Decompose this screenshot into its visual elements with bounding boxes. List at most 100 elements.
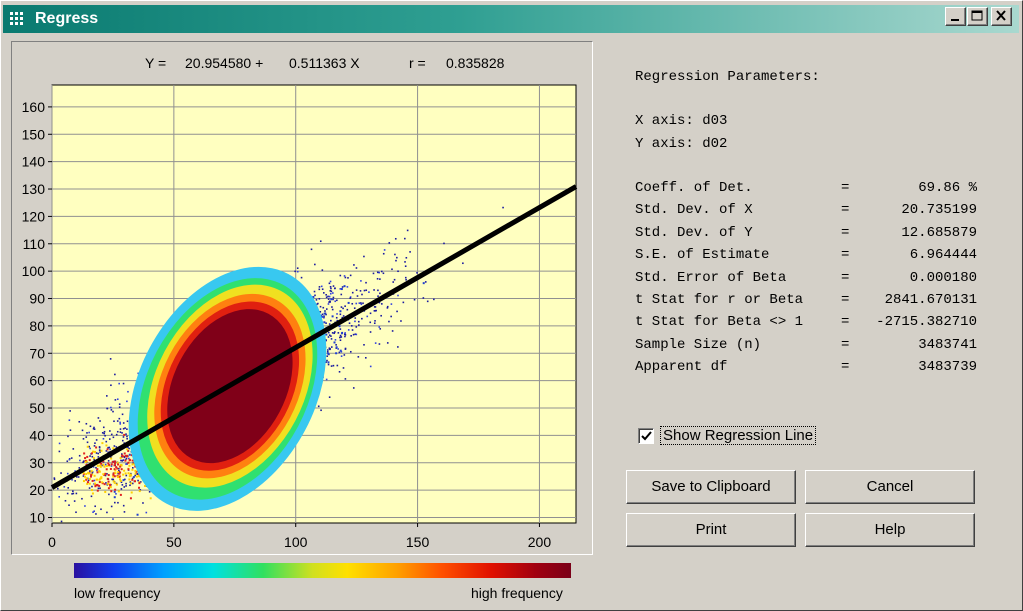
- scatter-point: [88, 482, 91, 485]
- scatter-point: [110, 409, 113, 411]
- scatter-point: [85, 460, 88, 463]
- scatter-point: [99, 464, 102, 467]
- show-regression-line-checkbox[interactable]: [638, 428, 654, 444]
- scatter-point: [112, 472, 115, 475]
- scatter-point: [115, 466, 118, 469]
- scatter-point: [336, 364, 339, 367]
- scatter-point: [131, 477, 134, 480]
- scatter-point: [96, 468, 99, 471]
- scatter-point: [68, 419, 71, 421]
- scatter-point: [336, 299, 338, 302]
- scatter-point: [94, 482, 97, 485]
- scatter-point: [88, 478, 91, 481]
- scatter-point: [99, 477, 102, 480]
- scatter-point: [100, 508, 102, 511]
- scatter-point: [326, 359, 328, 362]
- scatter-point: [105, 440, 108, 443]
- scatter-point: [136, 473, 139, 475]
- scatter-point: [95, 446, 98, 449]
- scatter-point: [128, 458, 131, 461]
- scatter-point: [82, 471, 85, 474]
- scatter-point: [100, 476, 103, 479]
- scatter-point: [113, 481, 116, 484]
- scatter-point: [339, 313, 342, 316]
- show-regression-line-label[interactable]: Show Regression Line: [660, 426, 817, 445]
- help-button[interactable]: Help: [805, 513, 975, 547]
- scatter-point: [102, 460, 105, 463]
- scatter-point: [98, 484, 101, 487]
- scatter-point: [119, 478, 122, 481]
- scatter-point: [91, 455, 94, 458]
- scatter-point: [331, 308, 334, 311]
- scatter-point: [89, 447, 91, 450]
- scatter-point: [113, 468, 116, 471]
- scatter-point: [103, 430, 106, 433]
- save-to-clipboard-button[interactable]: Save to Clipboard: [626, 470, 796, 504]
- scatter-point: [323, 321, 326, 324]
- scatter-point: [129, 484, 131, 487]
- scatter-point: [319, 311, 322, 313]
- scatter-point: [328, 396, 331, 398]
- scatter-point: [111, 460, 114, 463]
- maximize-button[interactable]: [967, 7, 988, 26]
- scatter-point: [333, 341, 336, 344]
- scatter-point: [90, 474, 93, 477]
- y-tick-label: 70: [29, 345, 45, 361]
- density-scatter-chart: 10 20 30 40 50 60 70 80 90 100 110 120 130 140 150 160 0…: [22, 84, 578, 550]
- scatter-point: [85, 436, 88, 438]
- parameter-label: t Stat for r or Beta: [635, 292, 804, 308]
- scatter-point: [74, 480, 76, 482]
- scatter-point: [404, 237, 406, 240]
- scatter-point: [93, 510, 96, 513]
- scatter-point: [125, 457, 128, 460]
- x-tick-label: 200: [528, 534, 552, 550]
- scatter-point: [87, 479, 90, 482]
- scatter-point: [312, 295, 315, 298]
- scatter-point: [328, 334, 331, 337]
- scatter-point: [84, 459, 87, 462]
- scatter-point: [85, 478, 88, 481]
- scatter-point: [127, 468, 130, 471]
- scatter-point: [388, 320, 390, 323]
- scatter-point: [104, 472, 107, 475]
- scatter-point: [108, 463, 111, 466]
- scatter-point: [128, 464, 131, 467]
- scatter-point: [72, 448, 75, 450]
- y-tick-label: 60: [29, 373, 45, 389]
- scatter-point: [115, 493, 117, 495]
- scatter-point: [394, 237, 397, 240]
- scatter-point: [339, 336, 341, 339]
- close-button[interactable]: [991, 7, 1012, 26]
- parameter-equals: =: [841, 224, 850, 241]
- scatter-point: [349, 274, 352, 277]
- scatter-point: [116, 467, 119, 470]
- scatter-point: [138, 482, 141, 485]
- cancel-button[interactable]: Cancel: [805, 470, 975, 504]
- scatter-point: [355, 326, 358, 328]
- print-button[interactable]: Print: [626, 513, 796, 547]
- scatter-point: [119, 423, 122, 425]
- scatter-point: [327, 349, 329, 351]
- scatter-point: [348, 322, 351, 324]
- scatter-point: [325, 296, 328, 299]
- title-bar[interactable]: Regress: [3, 5, 1019, 33]
- scatter-point: [321, 288, 324, 291]
- scatter-point: [339, 274, 342, 277]
- scatter-point: [110, 457, 113, 460]
- scatter-point: [125, 482, 127, 485]
- scatter-point: [112, 436, 115, 439]
- scatter-point: [328, 282, 331, 285]
- parameter-value: -2715.382710: [876, 314, 977, 331]
- scatter-point: [329, 285, 332, 288]
- minimize-button[interactable]: [945, 7, 966, 26]
- scatter-point: [119, 428, 122, 430]
- parameter-label: S.E. of Estimate: [635, 247, 770, 264]
- regression-equation: Y = 20.954580 + 0.511363 X r = 0.835828: [1, 53, 601, 73]
- scatter-point: [373, 309, 376, 312]
- y-tick-label: 150: [22, 126, 46, 142]
- scatter-point: [356, 295, 359, 297]
- y-tick-label: 20: [29, 482, 45, 498]
- scatter-point: [335, 344, 337, 346]
- minimize-icon: [951, 19, 959, 21]
- scatter-point: [413, 298, 416, 301]
